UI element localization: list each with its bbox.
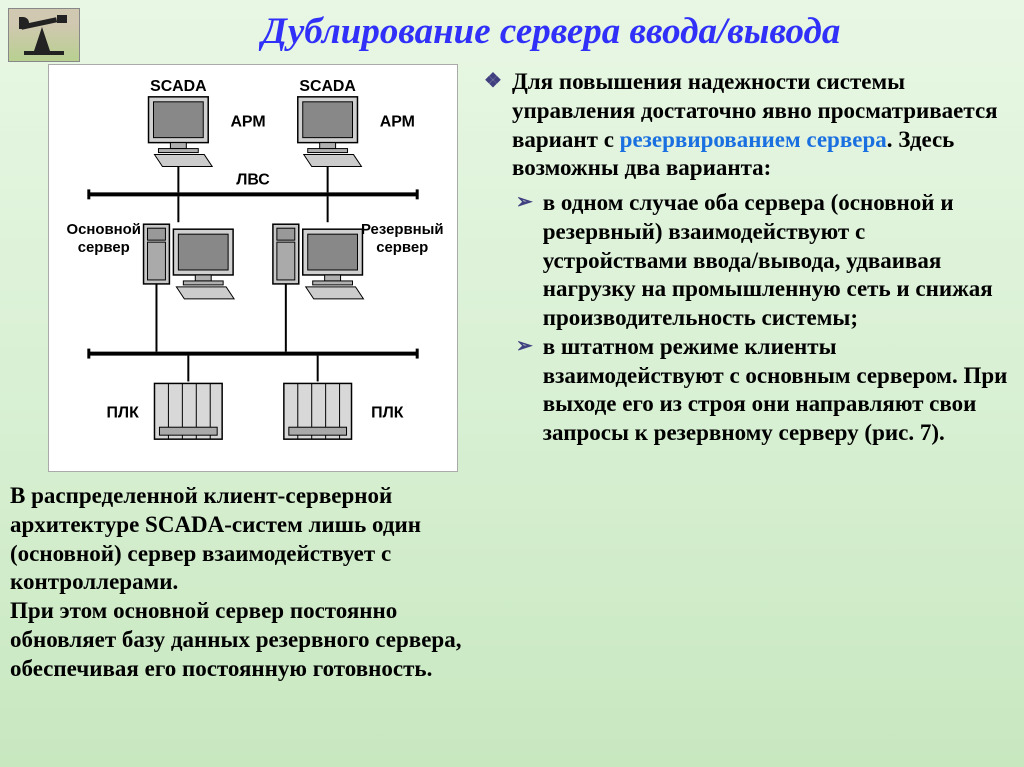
sub-item-2: ➢ в штатном режиме клиенты взаимодейству… (516, 333, 1012, 448)
page-title: Дублирование сервера ввода/вывода (88, 10, 1014, 53)
svg-text:сервер: сервер (78, 239, 130, 256)
left-p2: При этом основной сервер постоянно обнов… (10, 597, 472, 683)
svg-text:сервер: сервер (376, 239, 428, 256)
svg-text:ПЛК: ПЛК (371, 404, 404, 421)
svg-text:Основной: Основной (67, 221, 141, 238)
arrow-icon: ➢ (516, 333, 533, 448)
svg-text:Резервный: Резервный (361, 221, 444, 238)
right-column: ❖ Для повышения надежности системы управ… (484, 68, 1012, 448)
sub-item-1: ➢ в одном случае оба сервера (основной и… (516, 189, 1012, 333)
arrow-icon: ➢ (516, 189, 533, 333)
logo (8, 8, 80, 62)
diamond-icon: ❖ (484, 68, 502, 183)
intro-text: Для повышения надежности системы управле… (512, 68, 1012, 183)
svg-text:SCADA: SCADA (299, 78, 356, 95)
sub-list: ➢ в одном случае оба сервера (основной и… (484, 189, 1012, 448)
svg-text:ПЛК: ПЛК (106, 404, 139, 421)
svg-text:АРМ: АРМ (380, 114, 415, 131)
svg-text:SCADA: SCADA (150, 78, 207, 95)
left-column: В распределенной клиент-серверной архите… (10, 482, 472, 683)
highlight-text: резервированием сервера (620, 127, 887, 152)
svg-text:ЛВС: ЛВС (236, 171, 270, 188)
left-p1: В распределенной клиент-серверной архите… (10, 482, 472, 597)
svg-text:АРМ: АРМ (230, 114, 265, 131)
pumpjack-icon (19, 15, 69, 55)
case1-text: в одном случае оба сервера (основной и р… (543, 189, 1012, 333)
network-diagram: SCADA SCADA АРМ АРМ ЛВС Основной сервер … (48, 64, 458, 472)
case2-text: в штатном режиме клиенты взаимодействуют… (543, 333, 1012, 448)
main-bullet: ❖ Для повышения надежности системы управ… (484, 68, 1012, 183)
